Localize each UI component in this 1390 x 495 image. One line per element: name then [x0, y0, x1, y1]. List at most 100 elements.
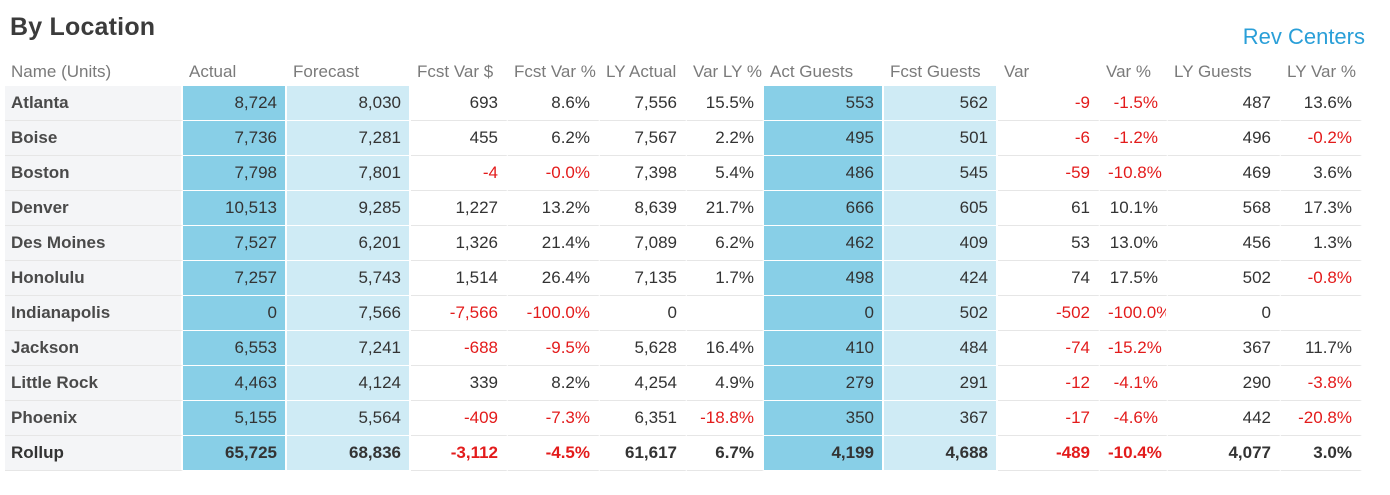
fcst-var-percent-cell: 21.4% — [508, 226, 600, 261]
ly-var-percent-cell: -20.8% — [1281, 401, 1362, 436]
location-table: Name (Units) Actual Forecast Fcst Var $ … — [5, 58, 1362, 471]
var-cell: -502 — [998, 296, 1100, 331]
var-percent-cell: -10.4% — [1100, 436, 1168, 471]
actual-cell: 7,736 — [183, 121, 287, 156]
forecast-cell: 7,566 — [287, 296, 411, 331]
actual-cell: 8,724 — [183, 86, 287, 121]
column-header-fcst-var-percent[interactable]: Fcst Var % — [514, 62, 596, 81]
fcst-guests-cell: 605 — [884, 191, 998, 226]
forecast-cell: 9,285 — [287, 191, 411, 226]
forecast-cell: 68,836 — [287, 436, 411, 471]
actual-cell: 65,725 — [183, 436, 287, 471]
location-name: Indianapolis — [5, 296, 183, 331]
table-row[interactable]: Denver 10,513 9,285 1,227 13.2% 8,639 21.7% 666… — [5, 191, 1362, 226]
table-row[interactable]: Jackson 6,553 7,241 -688 -9.5% 5,628 16.4% 410 4… — [5, 331, 1362, 366]
ly-var-percent-cell: 3.0% — [1281, 436, 1362, 471]
forecast-cell: 7,281 — [287, 121, 411, 156]
column-header-ly-var-percent[interactable]: LY Var % — [1287, 62, 1356, 81]
table-row[interactable]: Honolulu 7,257 5,743 1,514 26.4% 7,135 1.7% 498… — [5, 261, 1362, 296]
column-header-act-guests[interactable]: Act Guests — [770, 62, 854, 81]
act-guests-cell: 4,199 — [764, 436, 884, 471]
column-header-var-ly-percent[interactable]: Var LY % — [693, 62, 762, 81]
location-name: Boise — [5, 121, 183, 156]
var-ly-percent-cell: 6.7% — [687, 436, 764, 471]
column-header-forecast[interactable]: Forecast — [293, 62, 360, 81]
fcst-var-percent-cell: 6.2% — [508, 121, 600, 156]
table-row[interactable]: Boise 7,736 7,281 455 6.2% 7,567 2.2% 495 501 -6-… — [5, 121, 1362, 156]
fcst-var-dollar-cell: -4 — [411, 156, 508, 191]
var-cell: -6 — [998, 121, 1100, 156]
column-header-fcst-guests[interactable]: Fcst Guests — [890, 62, 981, 81]
ly-actual-cell: 8,639 — [600, 191, 687, 226]
ly-guests-cell: 367 — [1168, 331, 1281, 366]
forecast-cell: 5,564 — [287, 401, 411, 436]
forecast-cell: 4,124 — [287, 366, 411, 401]
table-row[interactable]: Des Moines 7,527 6,201 1,326 21.4% 7,089 6.2% 4… — [5, 226, 1362, 261]
actual-cell: 7,798 — [183, 156, 287, 191]
ly-actual-cell: 7,089 — [600, 226, 687, 261]
ly-actual-cell: 6,351 — [600, 401, 687, 436]
table-row[interactable]: Phoenix 5,155 5,564 -409 -7.3% 6,351 -18.8% 350… — [5, 401, 1362, 436]
location-name: Boston — [5, 156, 183, 191]
var-percent-cell: -1.5% — [1100, 86, 1168, 121]
actual-cell: 10,513 — [183, 191, 287, 226]
column-header-actual[interactable]: Actual — [189, 62, 237, 81]
var-cell: -12 — [998, 366, 1100, 401]
table-row[interactable]: Atlanta 8,724 8,030 693 8.6% 7,556 15.5% 553 562… — [5, 86, 1362, 121]
var-cell: -9 — [998, 86, 1100, 121]
table-row[interactable]: Boston 7,798 7,801 -4 -0.0% 7,398 5.4% 486 545 -5… — [5, 156, 1362, 191]
ly-guests-cell: 0 — [1168, 296, 1281, 331]
column-header-var-percent[interactable]: Var % — [1106, 62, 1152, 81]
act-guests-cell: 462 — [764, 226, 884, 261]
column-header-fcst-var-dollar[interactable]: Fcst Var $ — [417, 62, 494, 81]
act-guests-cell: 410 — [764, 331, 884, 366]
column-header-ly-guests[interactable]: LY Guests — [1174, 62, 1252, 81]
rev-centers-link[interactable]: Rev Centers — [1242, 24, 1365, 49]
ly-guests-cell: 456 — [1168, 226, 1281, 261]
forecast-cell: 8,030 — [287, 86, 411, 121]
var-ly-percent-cell: 16.4% — [687, 331, 764, 366]
fcst-var-dollar-cell: 339 — [411, 366, 508, 401]
fcst-var-percent-cell: 8.6% — [508, 86, 600, 121]
column-header-ly-actual[interactable]: LY Actual — [606, 62, 677, 81]
ly-actual-cell: 4,254 — [600, 366, 687, 401]
act-guests-cell: 486 — [764, 156, 884, 191]
fcst-guests-cell: 501 — [884, 121, 998, 156]
column-header-name[interactable]: Name (Units) — [11, 62, 112, 81]
fcst-var-dollar-cell: 1,227 — [411, 191, 508, 226]
ly-var-percent-cell: 17.3% — [1281, 191, 1362, 226]
fcst-var-dollar-cell: 1,514 — [411, 261, 508, 296]
table-row[interactable]: Little Rock 4,463 4,124 339 8.2% 4,254 4.9% 279… — [5, 366, 1362, 401]
actual-cell: 5,155 — [183, 401, 287, 436]
var-percent-cell: 17.5% — [1100, 261, 1168, 296]
ly-guests-cell: 496 — [1168, 121, 1281, 156]
location-name: Des Moines — [5, 226, 183, 261]
table-row[interactable]: Indianapolis 0 7,566 -7,566 -100.0% 0 0 502 -502… — [5, 296, 1362, 331]
var-cell: -489 — [998, 436, 1100, 471]
fcst-var-percent-cell: 26.4% — [508, 261, 600, 296]
location-name: Honolulu — [5, 261, 183, 296]
fcst-guests-cell: 545 — [884, 156, 998, 191]
location-table-container: Name (Units) Actual Forecast Fcst Var $ … — [5, 58, 1362, 471]
var-percent-cell: -15.2% — [1100, 331, 1168, 366]
ly-actual-cell: 7,556 — [600, 86, 687, 121]
var-percent-cell: -10.8% — [1100, 156, 1168, 191]
page-title: By Location — [10, 13, 156, 41]
fcst-var-percent-cell: -0.0% — [508, 156, 600, 191]
ly-var-percent-cell: -3.8% — [1281, 366, 1362, 401]
table-body: Atlanta 8,724 8,030 693 8.6% 7,556 15.5% 553 562… — [5, 86, 1362, 471]
var-percent-cell: -1.2% — [1100, 121, 1168, 156]
fcst-guests-cell: 291 — [884, 366, 998, 401]
column-header-var[interactable]: Var — [1004, 62, 1030, 81]
location-name: Denver — [5, 191, 183, 226]
var-cell: 74 — [998, 261, 1100, 296]
act-guests-cell: 498 — [764, 261, 884, 296]
fcst-var-percent-cell: 8.2% — [508, 366, 600, 401]
fcst-guests-cell: 367 — [884, 401, 998, 436]
var-ly-percent-cell: 21.7% — [687, 191, 764, 226]
fcst-var-percent-cell: -9.5% — [508, 331, 600, 366]
location-name: Atlanta — [5, 86, 183, 121]
fcst-guests-cell: 562 — [884, 86, 998, 121]
rollup-row[interactable]: Rollup 65,725 68,836 -3,112 -4.5% 61,617 6.7% 4… — [5, 436, 1362, 471]
ly-guests-cell: 469 — [1168, 156, 1281, 191]
